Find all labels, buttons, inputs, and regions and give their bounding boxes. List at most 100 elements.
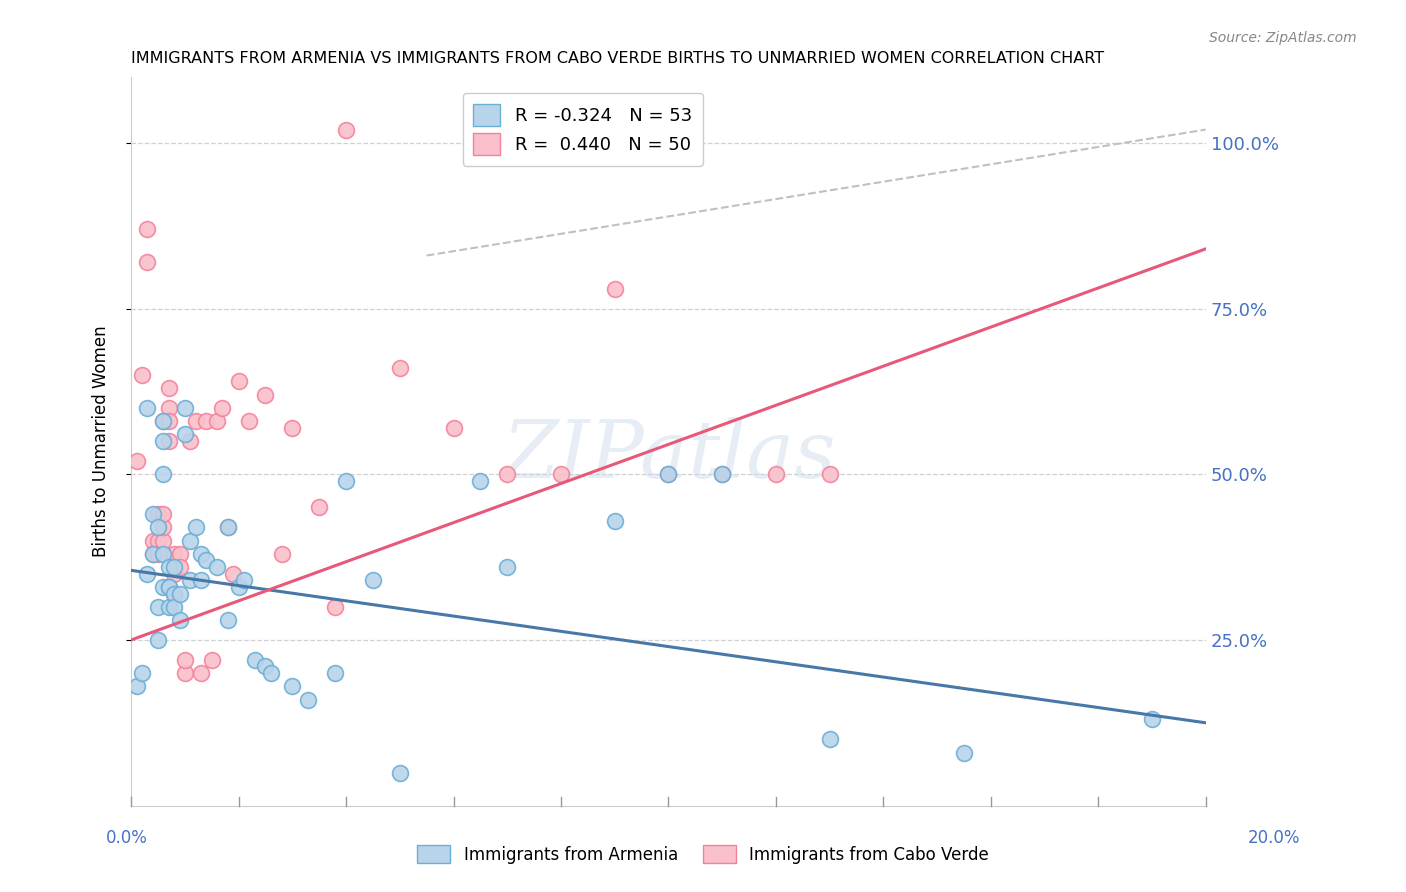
- Point: [201, 653, 224, 667]
- Point: [179, 434, 201, 449]
- Point: [323, 666, 346, 681]
- Point: [146, 507, 169, 521]
- Point: [152, 414, 174, 428]
- Point: [152, 414, 174, 428]
- Point: [163, 599, 186, 614]
- Point: [146, 520, 169, 534]
- Point: [173, 666, 195, 681]
- Point: [142, 547, 165, 561]
- Point: [195, 553, 218, 567]
- Point: [169, 586, 191, 600]
- Point: [169, 560, 191, 574]
- Point: [190, 547, 212, 561]
- Point: [146, 599, 169, 614]
- Point: [238, 414, 260, 428]
- Point: [657, 467, 679, 482]
- Point: [657, 467, 679, 482]
- Point: [173, 653, 195, 667]
- Point: [335, 474, 357, 488]
- Point: [254, 387, 277, 401]
- Point: [308, 500, 330, 515]
- Text: ZIPatlas: ZIPatlas: [502, 417, 835, 494]
- Point: [361, 574, 384, 588]
- Point: [157, 381, 180, 395]
- Point: [163, 560, 186, 574]
- Point: [169, 547, 191, 561]
- Point: [388, 765, 411, 780]
- Point: [335, 122, 357, 136]
- Point: [603, 282, 626, 296]
- Point: [496, 560, 519, 574]
- Point: [550, 467, 572, 482]
- Point: [270, 547, 292, 561]
- Point: [323, 599, 346, 614]
- Point: [131, 368, 153, 382]
- Point: [163, 566, 186, 581]
- Point: [157, 401, 180, 415]
- Point: [142, 533, 165, 548]
- Point: [169, 613, 191, 627]
- Point: [205, 414, 228, 428]
- Point: [470, 474, 492, 488]
- Legend: R = -0.324   N = 53, R =  0.440   N = 50: R = -0.324 N = 53, R = 0.440 N = 50: [463, 93, 703, 166]
- Point: [152, 520, 174, 534]
- Point: [142, 507, 165, 521]
- Point: [152, 467, 174, 482]
- Point: [711, 467, 734, 482]
- Y-axis label: Births to Unmarried Women: Births to Unmarried Women: [93, 326, 110, 557]
- Point: [190, 574, 212, 588]
- Point: [163, 586, 186, 600]
- Point: [131, 666, 153, 681]
- Point: [136, 222, 159, 236]
- Point: [222, 566, 245, 581]
- Point: [603, 514, 626, 528]
- Point: [152, 547, 174, 561]
- Point: [157, 434, 180, 449]
- Point: [146, 533, 169, 548]
- Point: [190, 666, 212, 681]
- Point: [146, 547, 169, 561]
- Point: [195, 414, 218, 428]
- Point: [496, 467, 519, 482]
- Text: Source: ZipAtlas.com: Source: ZipAtlas.com: [1209, 31, 1357, 45]
- Point: [157, 599, 180, 614]
- Point: [818, 732, 841, 747]
- Point: [711, 467, 734, 482]
- Point: [163, 586, 186, 600]
- Point: [243, 653, 266, 667]
- Point: [260, 666, 283, 681]
- Text: 0.0%: 0.0%: [105, 829, 148, 847]
- Text: IMMIGRANTS FROM ARMENIA VS IMMIGRANTS FROM CABO VERDE BIRTHS TO UNMARRIED WOMEN : IMMIGRANTS FROM ARMENIA VS IMMIGRANTS FR…: [131, 51, 1104, 66]
- Point: [281, 421, 304, 435]
- Point: [388, 361, 411, 376]
- Point: [136, 401, 159, 415]
- Point: [443, 421, 465, 435]
- Point: [184, 414, 207, 428]
- Point: [163, 547, 186, 561]
- Point: [146, 632, 169, 647]
- Point: [173, 427, 195, 442]
- Point: [281, 679, 304, 693]
- Point: [179, 533, 201, 548]
- Point: [152, 507, 174, 521]
- Point: [125, 679, 148, 693]
- Text: 20.0%: 20.0%: [1249, 829, 1301, 847]
- Point: [136, 566, 159, 581]
- Point: [152, 580, 174, 594]
- Point: [765, 467, 787, 482]
- Point: [157, 580, 180, 594]
- Point: [184, 520, 207, 534]
- Point: [217, 613, 239, 627]
- Point: [125, 454, 148, 468]
- Point: [228, 580, 250, 594]
- Point: [211, 401, 233, 415]
- Point: [297, 692, 319, 706]
- Point: [179, 574, 201, 588]
- Point: [953, 746, 976, 760]
- Point: [217, 520, 239, 534]
- Point: [233, 574, 256, 588]
- Point: [228, 375, 250, 389]
- Point: [254, 659, 277, 673]
- Point: [152, 533, 174, 548]
- Point: [157, 580, 180, 594]
